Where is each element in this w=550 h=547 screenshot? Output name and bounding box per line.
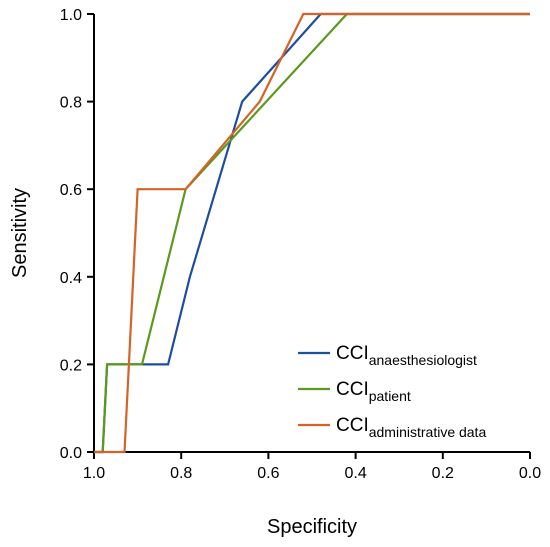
legend-label-subscript: anaesthesiologist [369,352,477,368]
x-tick-label: 0.8 [170,465,192,482]
legend-label: CCIanaesthesiologist [336,343,477,368]
legend-label-main: CCI [336,343,369,364]
x-tick-label: 0.4 [344,465,366,482]
legend-label-main: CCI [336,379,369,400]
y-tick-label: 1.0 [60,7,82,24]
legend-label-subscript: patient [369,388,411,404]
series-line-patient [94,12,530,454]
series-line-anaesthesiologist [94,12,530,454]
y-tick-label: 0.2 [60,357,82,374]
legend: CCIanaesthesiologistCCIpatientCCIadminis… [298,343,486,440]
y-tick-label: 0.0 [60,445,82,462]
x-tick-label: 0.0 [519,465,541,482]
legend-label: CCIadministrative data [336,415,486,440]
x-tick-label: 0.6 [257,465,279,482]
x-axis-title: Specificity [267,516,357,538]
legend-label-main: CCI [336,415,369,436]
series-line-administrative-data [94,12,530,454]
x-tick-label: 0.2 [432,465,454,482]
series-lines [94,12,530,454]
y-axis-title: Sensitivity [9,188,31,278]
x-tick-label: 1.0 [83,465,105,482]
legend-label-subscript: administrative data [369,424,487,440]
y-tick-label: 0.4 [60,270,82,287]
axes: 1.0 0.8 0.6 0.4 0.2 0.0 0.0 0.2 0.4 0.6 0.8 1.0 [60,7,541,482]
y-tick-label: 0.6 [60,182,82,199]
legend-label: CCIpatient [336,379,411,404]
y-tick-label: 0.8 [60,95,82,112]
